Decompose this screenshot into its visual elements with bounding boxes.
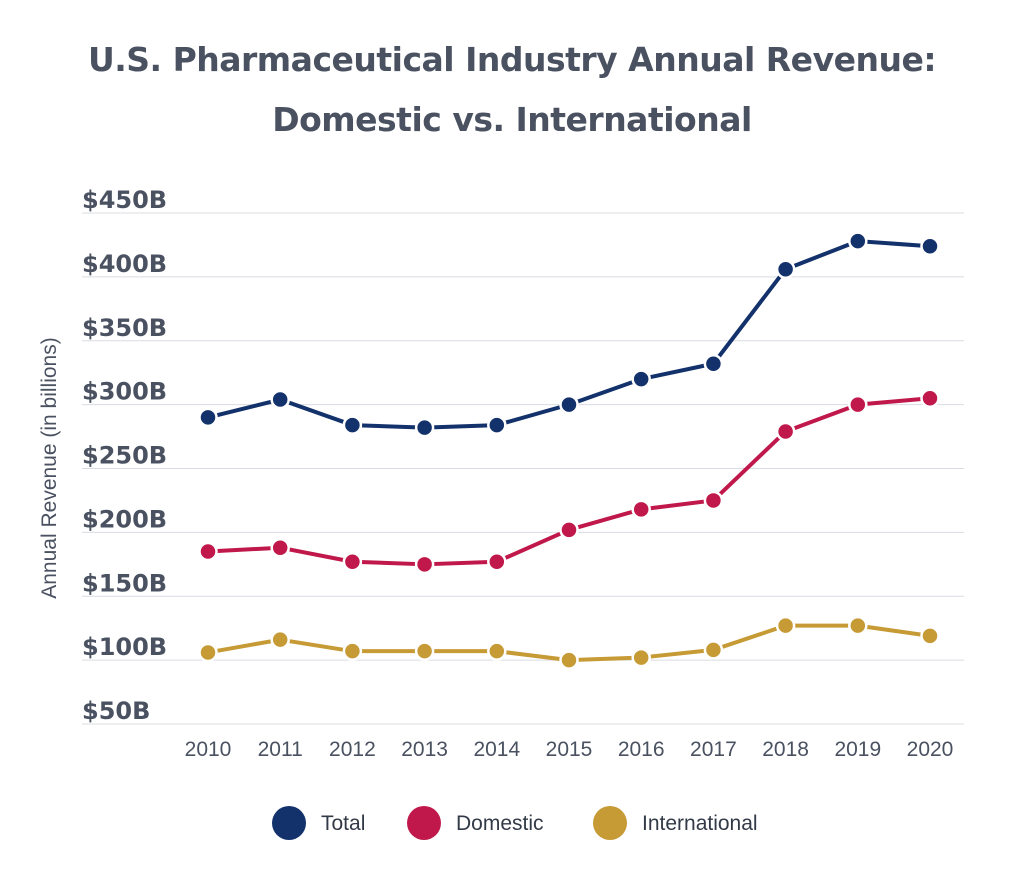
- data-point-total: [270, 389, 290, 410]
- data-point-domestic: [198, 541, 218, 562]
- x-tick-label: 2013: [401, 738, 448, 761]
- data-point-domestic: [631, 499, 651, 520]
- legend-label-domestic: Domestic: [456, 812, 544, 835]
- data-point-international: [198, 642, 218, 663]
- gridlines: [82, 212, 964, 725]
- series-international: [198, 615, 940, 670]
- x-tick-label: 2020: [907, 738, 954, 761]
- data-point-total: [342, 415, 363, 435]
- x-tick-label: 2019: [834, 738, 881, 761]
- y-tick-label: $200B: [82, 505, 167, 533]
- y-axis-ticks: $450B $400B $350B $300B $250B $200B $150B $100B…: [82, 186, 167, 725]
- chart-title-line-1: U.S. Pharmaceutical Industry Annual Reve…: [87, 40, 937, 79]
- data-point-international: [559, 650, 579, 670]
- series-group: [198, 231, 940, 670]
- data-point-total: [703, 353, 724, 374]
- data-point-international: [703, 640, 724, 660]
- data-point-international: [487, 641, 507, 661]
- x-tick-label: 2017: [690, 738, 737, 761]
- data-point-total: [414, 417, 435, 438]
- data-point-domestic: [775, 421, 796, 442]
- data-point-domestic: [848, 394, 868, 415]
- data-point-domestic: [559, 520, 579, 540]
- y-tick-label: $50B: [82, 697, 150, 725]
- data-point-international: [631, 647, 651, 668]
- data-point-international: [270, 629, 290, 650]
- data-point-domestic: [270, 537, 290, 558]
- y-axis-label: Annual Revenue (in billions): [38, 337, 61, 599]
- series-domestic: [198, 388, 940, 575]
- y-tick-label: $300B: [82, 378, 167, 406]
- x-axis-ticks: 2010 2011 2012 2013 2014 2015 2016 2017 2018 2019…: [185, 738, 954, 761]
- chart-title-line-2: Domestic vs. International: [272, 100, 752, 139]
- y-tick-label: $400B: [82, 250, 167, 278]
- data-point-domestic: [487, 552, 507, 572]
- data-point-total: [198, 407, 218, 428]
- data-point-domestic: [342, 552, 363, 572]
- data-point-international: [342, 641, 363, 661]
- x-tick-label: 2014: [473, 738, 520, 761]
- x-tick-label: 2015: [546, 738, 593, 761]
- data-point-domestic: [414, 554, 435, 575]
- data-point-total: [848, 231, 868, 251]
- x-tick-label: 2012: [329, 738, 376, 761]
- legend-marker-international: [593, 806, 627, 840]
- legend-marker-domestic: [407, 806, 441, 840]
- legend-label-total: Total: [321, 812, 365, 835]
- x-tick-label: 2010: [185, 738, 232, 761]
- y-tick-label: $250B: [82, 442, 167, 470]
- legend-marker-total: [272, 806, 306, 840]
- y-tick-label: $450B: [82, 186, 167, 214]
- data-point-domestic: [920, 388, 940, 408]
- data-point-international: [775, 615, 796, 636]
- legend: Total Domestic International: [272, 806, 758, 840]
- y-tick-label: $150B: [82, 569, 167, 597]
- chart-title: U.S. Pharmaceutical Industry Annual Reve…: [0, 30, 1024, 150]
- y-tick-label: $350B: [82, 314, 167, 342]
- x-tick-label: 2018: [762, 738, 809, 761]
- x-tick-label: 2011: [258, 738, 303, 761]
- data-point-total: [559, 394, 579, 415]
- data-point-domestic: [703, 490, 724, 511]
- series-total: [198, 231, 940, 438]
- data-point-total: [920, 236, 940, 256]
- legend-label-international: International: [642, 812, 758, 835]
- x-tick-label: 2016: [618, 738, 665, 761]
- data-point-total: [775, 259, 796, 279]
- data-point-total: [487, 415, 507, 435]
- y-tick-label: $100B: [82, 633, 167, 661]
- data-point-international: [848, 615, 868, 636]
- data-point-total: [631, 369, 651, 389]
- data-point-international: [920, 626, 940, 646]
- data-point-international: [414, 641, 435, 661]
